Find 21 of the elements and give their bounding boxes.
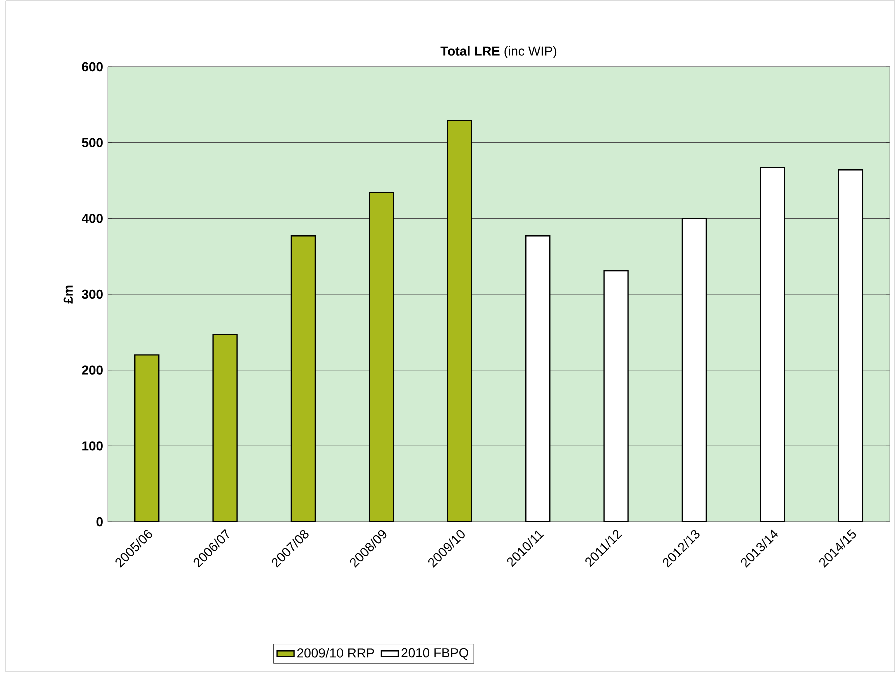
bar: [760, 167, 786, 522]
bar: [604, 270, 629, 522]
y-tick-label: 500: [82, 138, 103, 148]
bar: [447, 120, 472, 522]
chart-title: Total LRE (inc WIP): [440, 46, 557, 58]
y-tick-label: 200: [82, 366, 103, 375]
legend-label: 2010 FBPQ: [402, 648, 468, 660]
y-tick-label: 600: [82, 62, 103, 72]
bar: [290, 236, 316, 522]
y-tick-label: 100: [82, 442, 103, 451]
legend-label: 2009/10 RRP: [298, 648, 374, 658]
bar: [369, 192, 394, 522]
bar: [134, 354, 160, 522]
y-tick-label: 400: [82, 214, 103, 224]
bar: [682, 218, 708, 522]
y-tick-label: 300: [82, 290, 103, 300]
bar: [838, 170, 864, 522]
bar: [212, 334, 238, 522]
bar: [526, 236, 551, 522]
y-tick-label: 0: [96, 517, 103, 527]
y-axis-title: £m: [64, 286, 73, 304]
